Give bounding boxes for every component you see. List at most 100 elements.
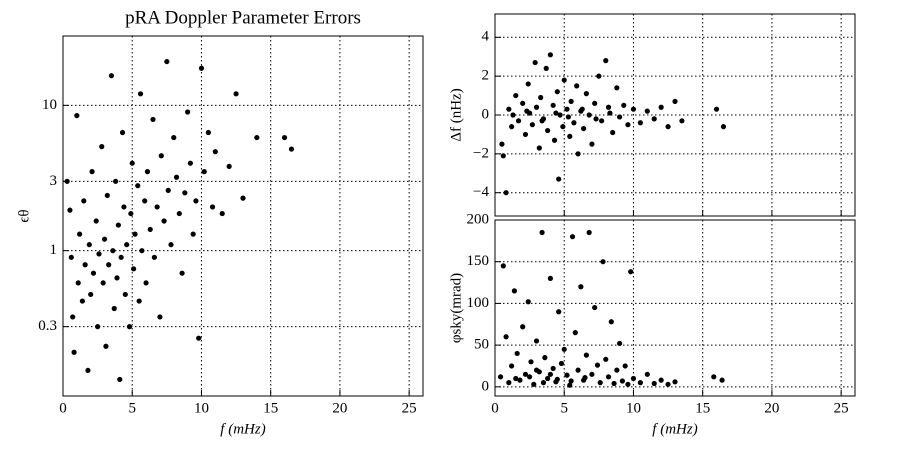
data-point [589,141,595,147]
data-point [135,183,141,189]
data-point [500,153,506,159]
data-point [89,169,95,175]
data-point [144,169,151,175]
data-point [592,100,598,106]
data-point [111,305,117,312]
data-point [542,355,548,361]
data-point [539,118,545,124]
data-point [511,288,517,294]
data-point [85,367,91,374]
data-point [568,98,574,105]
data-point [139,248,145,254]
data-point [75,280,81,286]
data-point [603,356,609,362]
data-point [503,334,509,340]
data-point [557,112,563,118]
data-point [556,309,562,315]
data-point [550,102,556,108]
data-point [99,144,105,150]
y-axis-label: φsky(mrad) [448,273,464,343]
data-point [168,242,174,248]
data-point [240,195,246,201]
data-point [110,248,116,254]
data-point [88,291,94,298]
data-point [100,280,106,286]
data-point [625,381,631,387]
data-point [151,254,157,260]
data-point [193,198,199,204]
data-point [565,114,571,120]
data-point [556,176,562,182]
data-point [533,367,540,373]
data-point [520,324,526,330]
data-point [108,73,115,79]
data-point [614,85,620,91]
data-point [529,122,535,128]
x-tick-label: 0 [59,400,67,416]
data-point [281,134,288,141]
data-point [592,304,598,311]
y-tick-label: 0 [482,106,490,122]
data-point [545,127,551,134]
data-point [543,65,549,71]
data-point [74,112,80,119]
data-point [672,98,678,105]
data-point [67,207,73,213]
data-point [115,222,121,228]
x-tick-label: 25 [402,400,417,416]
data-point [625,122,631,128]
data-point [509,363,515,369]
data-point [510,112,516,118]
data-point [605,374,612,380]
data-point [93,218,99,224]
y-tick-label: 2 [482,68,490,84]
data-point [589,371,595,377]
x-tick-label: 5 [560,400,568,416]
data-point [551,137,558,143]
data-point [651,380,657,387]
data-point [575,151,581,157]
data-point [136,298,142,304]
y-tick-label: 10 [42,97,57,113]
data-point [103,343,109,349]
y-axis-label: ϵθ [16,209,32,222]
data-point [583,352,589,358]
data-point [665,381,671,387]
data-point [575,367,581,373]
data-point [81,198,87,204]
x-tick-label: 20 [764,400,779,416]
data-point [503,190,509,196]
data-point [90,270,97,276]
data-point [614,367,620,373]
x-tick-label: 25 [834,400,849,416]
y-tick-label: 0 [482,378,490,394]
data-point [672,379,678,385]
data-point [572,330,578,336]
data-point [161,218,167,224]
x-tick-label: 15 [695,400,710,416]
data-point [514,350,520,357]
data-point [593,116,599,122]
data-point [720,124,727,130]
data-point [497,374,504,380]
x-tick-label: 15 [263,400,278,416]
data-point [533,338,540,344]
data-point [506,106,512,112]
data-point [525,299,531,305]
data-point [509,124,515,130]
data-point [644,108,650,114]
data-point [187,160,193,166]
x-axis-label: f (mHz) [652,421,697,437]
data-point [525,81,531,87]
data-point [665,124,671,130]
data-point [579,106,585,112]
data-point [567,382,573,388]
data-point [619,378,625,384]
chart-title: pRA Doppler Parameter Errors [125,7,361,28]
data-point [68,254,74,260]
data-point [173,174,180,180]
data-point [196,335,202,341]
data-point [114,275,120,281]
data-point [129,160,135,166]
